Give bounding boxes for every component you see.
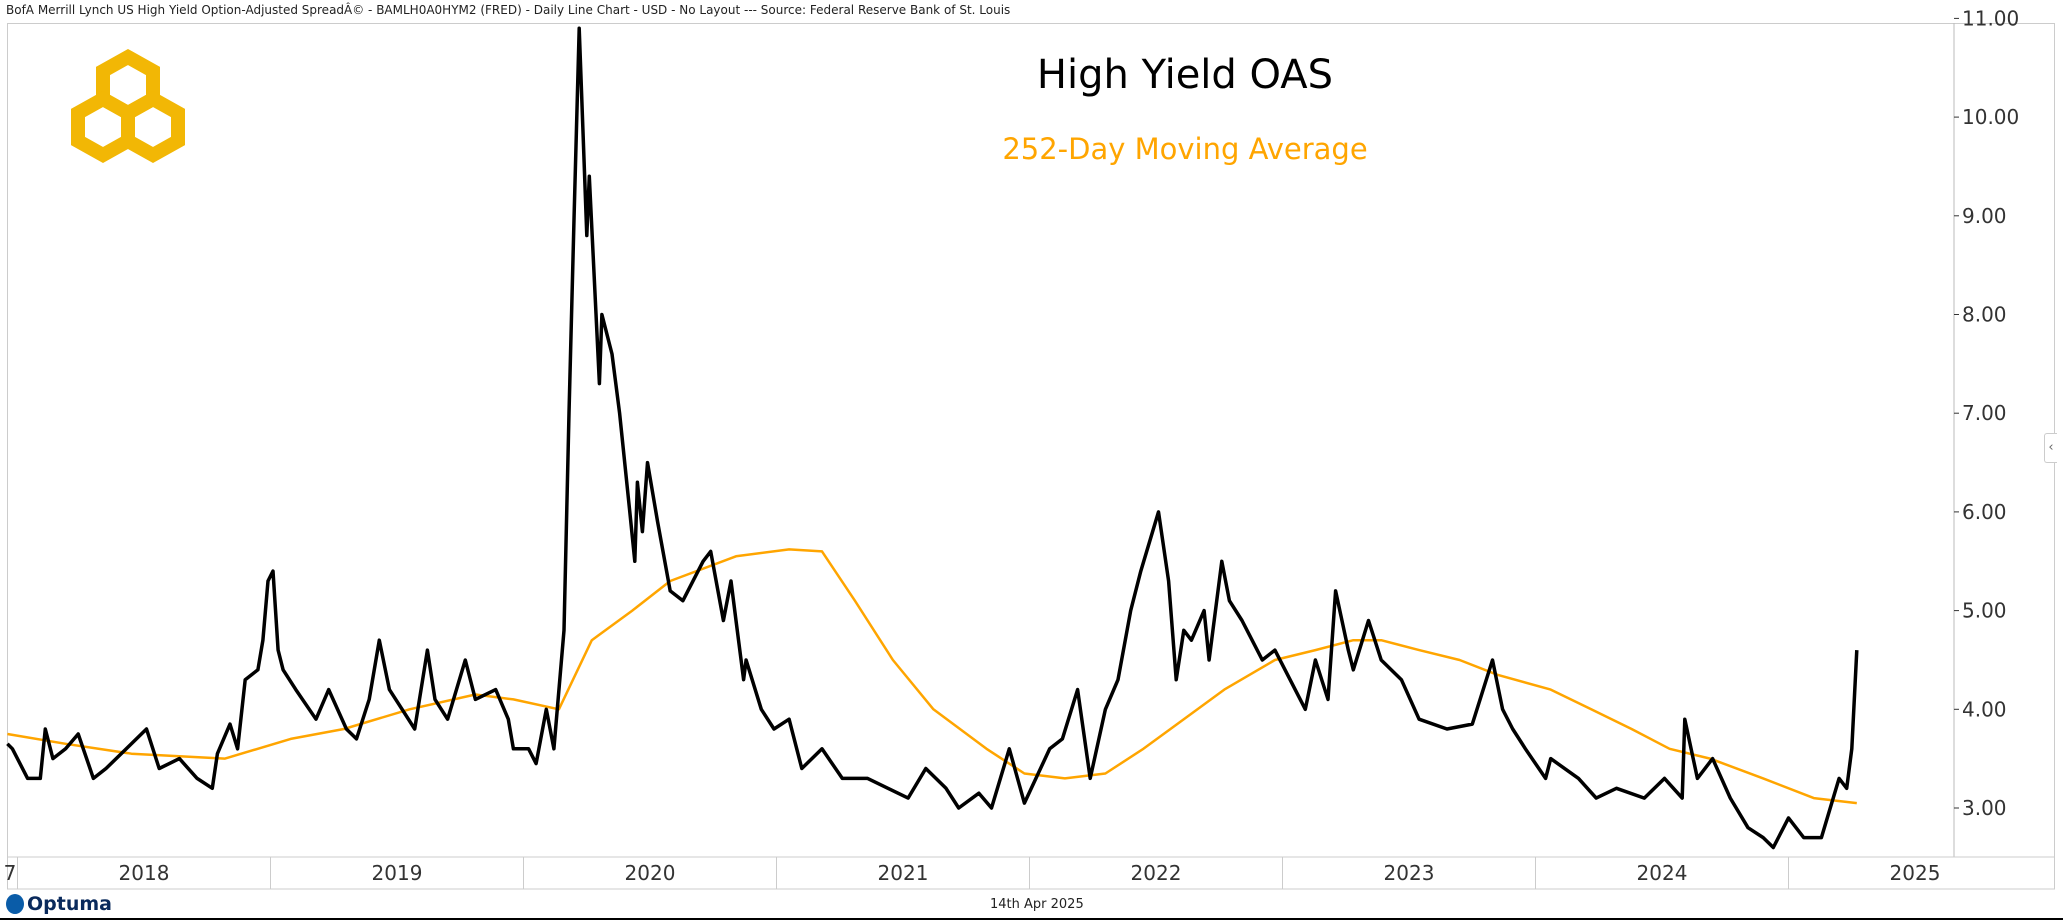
chart-subtitle: 252-Day Moving Average	[1002, 132, 1368, 166]
chart-date: 14th Apr 2025	[990, 897, 1084, 912]
bottom-bar	[0, 918, 2063, 920]
optuma-logo: Optuma	[6, 893, 112, 915]
x-tick-label: 2019	[372, 861, 423, 885]
y-tick-label: 7.00	[1962, 401, 2007, 425]
collapse-panel-button[interactable]: ‹	[2044, 433, 2057, 463]
moving-average-line	[7, 548, 1857, 805]
x-tick-label: 2023	[1384, 861, 1435, 885]
oas-line	[6, 26, 1859, 850]
y-tick-label: 4.00	[1962, 697, 2007, 721]
x-tick-label: 2024	[1637, 861, 1688, 885]
chevron-left-icon: ‹	[2048, 440, 2054, 455]
x-tick-label: 7	[4, 861, 17, 885]
y-tick-label: 6.00	[1962, 500, 2007, 524]
chart-header-info: BofA Merrill Lynch US High Yield Option-…	[6, 3, 1011, 17]
y-tick-label: 9.00	[1962, 204, 2007, 228]
y-tick-label: 11.00	[1962, 6, 2019, 30]
x-tick-label: 2018	[119, 861, 170, 885]
x-tick-label: 2021	[878, 861, 929, 885]
chart-title: High Yield OAS	[1036, 52, 1334, 98]
logo-icon	[71, 48, 185, 164]
brand-name: Optuma	[27, 893, 112, 915]
x-tick-label: 2020	[625, 861, 676, 885]
optuma-mark-icon	[6, 894, 24, 914]
y-tick-label: 3.00	[1962, 796, 2007, 820]
y-tick-label: 10.00	[1962, 105, 2019, 129]
x-tick-label: 2022	[1131, 861, 1182, 885]
y-tick-label: 5.00	[1962, 599, 2007, 623]
y-tick-label: 8.00	[1962, 303, 2007, 327]
x-tick-label: 2025	[1890, 861, 1941, 885]
